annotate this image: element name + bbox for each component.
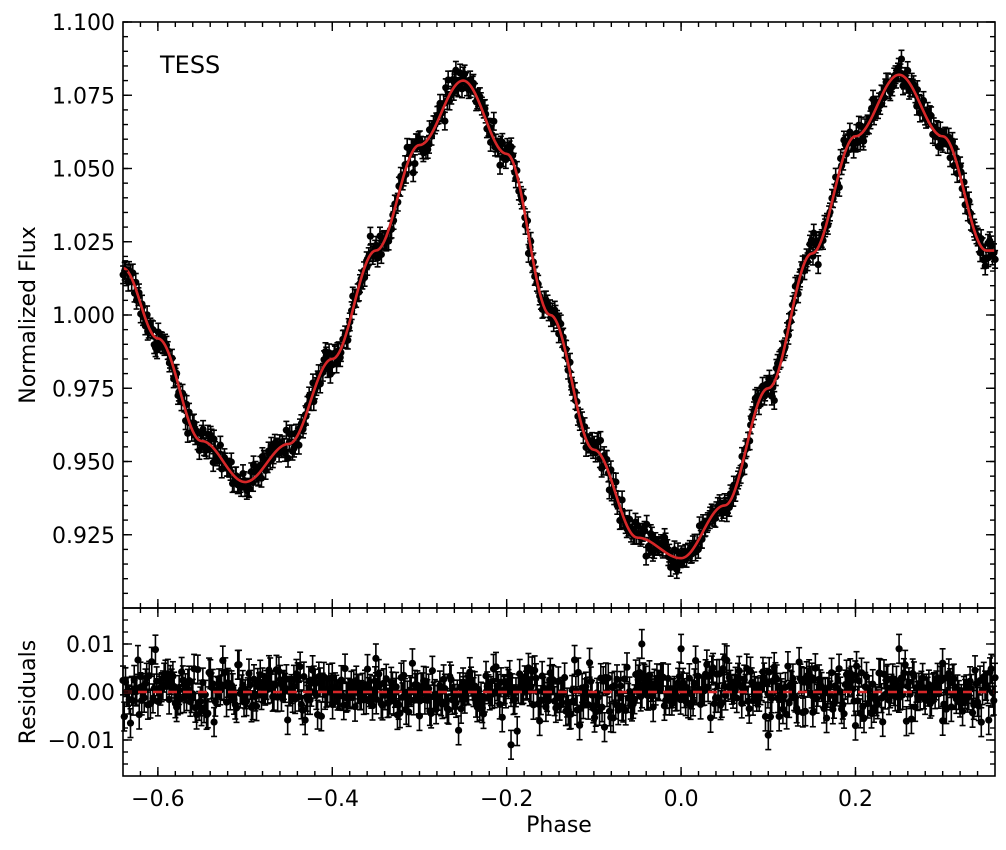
residual-point xyxy=(301,716,309,724)
flux-point xyxy=(366,232,374,240)
flux-point xyxy=(648,532,656,540)
residual-point xyxy=(368,701,377,710)
bottom-panel: −0.6 −0.4 −0.2 0.0 0.2−0.010.000.01 Residual… xyxy=(16,607,999,838)
residual-point xyxy=(425,684,433,693)
flux-point xyxy=(411,159,419,168)
residual-point xyxy=(561,673,569,682)
residual-point xyxy=(706,714,715,722)
residual-point xyxy=(284,716,292,724)
residual-point xyxy=(709,664,717,672)
residual-point xyxy=(531,666,539,674)
residual-point xyxy=(440,675,448,683)
residual-point xyxy=(252,702,261,710)
top-y-axis-label: Normalized Flux xyxy=(16,226,41,403)
residual-point xyxy=(246,681,254,689)
residual-point xyxy=(395,701,403,709)
residual-point xyxy=(444,706,453,714)
top-ticks: 0.925 0.950 0.975 1.000 1.025 1.050 1.075 1.100 xyxy=(52,11,995,608)
y-tick-label: 0.950 xyxy=(52,451,115,476)
residual-point xyxy=(232,704,241,712)
flux-point xyxy=(814,261,822,269)
residual-point xyxy=(584,701,592,709)
residual-point xyxy=(222,698,231,706)
flux-point xyxy=(377,250,385,259)
y-tick-label: 1.075 xyxy=(52,84,115,109)
flux-point xyxy=(227,458,235,466)
residual-point xyxy=(498,713,506,721)
top-data-points xyxy=(119,49,999,580)
residual-point xyxy=(363,665,372,673)
residual-point xyxy=(408,659,417,667)
residual-point xyxy=(587,677,595,686)
y-tick-label: 1.000 xyxy=(52,304,115,329)
residual-points xyxy=(119,628,999,761)
flux-point xyxy=(257,474,266,482)
residual-point xyxy=(392,683,400,691)
residual-point xyxy=(617,682,625,690)
residual-point xyxy=(604,674,612,682)
residual-point xyxy=(536,717,544,725)
residual-point xyxy=(405,708,413,716)
residual-point xyxy=(210,718,218,726)
top-panel: 0.925 0.950 0.975 1.000 1.025 1.050 1.075 1.100… xyxy=(16,11,999,609)
y-tick-label: 0.925 xyxy=(52,524,115,549)
residual-point xyxy=(452,699,460,707)
residual-point xyxy=(235,661,243,669)
residual-point xyxy=(719,664,727,673)
flux-point xyxy=(643,520,651,528)
residual-point xyxy=(513,727,521,735)
flux-point xyxy=(210,435,218,443)
residual-point xyxy=(600,723,609,731)
residual-point xyxy=(689,697,697,705)
residual-point xyxy=(623,663,631,671)
residual-point xyxy=(454,726,463,734)
flux-point xyxy=(770,396,778,405)
flux-point xyxy=(835,183,843,191)
flux-point xyxy=(612,478,620,486)
residual-point xyxy=(209,680,217,688)
residual-point xyxy=(511,695,519,703)
flux-point xyxy=(618,496,626,504)
residual-point xyxy=(532,674,540,682)
model-curve xyxy=(122,73,995,560)
residual-point xyxy=(715,670,723,678)
residual-point xyxy=(428,667,436,675)
residual-point xyxy=(169,672,177,680)
residual-point xyxy=(300,672,308,681)
residual-point xyxy=(204,709,212,717)
flux-point xyxy=(216,441,224,449)
flux-point xyxy=(869,95,877,103)
flux-point xyxy=(859,137,868,145)
flux-point xyxy=(295,441,303,449)
residual-point xyxy=(296,663,304,671)
y-tick-label: 1.100 xyxy=(52,11,115,36)
residual-point xyxy=(575,721,584,729)
flux-point xyxy=(946,154,954,162)
residual-point xyxy=(400,671,408,679)
flux-point xyxy=(596,436,605,445)
y-tick-label: 0.975 xyxy=(52,377,115,402)
residual-point xyxy=(194,665,202,674)
flux-point xyxy=(490,117,498,125)
residual-point xyxy=(196,697,204,706)
residual-point xyxy=(317,712,325,720)
residual-point xyxy=(605,707,614,715)
residual-point xyxy=(126,719,135,727)
residual-point xyxy=(585,659,594,667)
y-tick-label: 1.025 xyxy=(52,231,115,256)
residual-point xyxy=(492,663,500,671)
residual-point xyxy=(574,668,582,677)
flux-point xyxy=(904,66,912,75)
flux-point xyxy=(199,425,207,434)
residual-point xyxy=(351,703,359,711)
residual-point xyxy=(635,668,644,677)
y-tick-label: 1.050 xyxy=(52,158,115,183)
residual-point xyxy=(151,645,160,654)
flux-point xyxy=(441,117,449,125)
residual-point xyxy=(341,664,349,673)
instrument-label: TESS xyxy=(159,51,220,79)
residual-point xyxy=(598,703,606,711)
flux-point xyxy=(897,55,906,63)
